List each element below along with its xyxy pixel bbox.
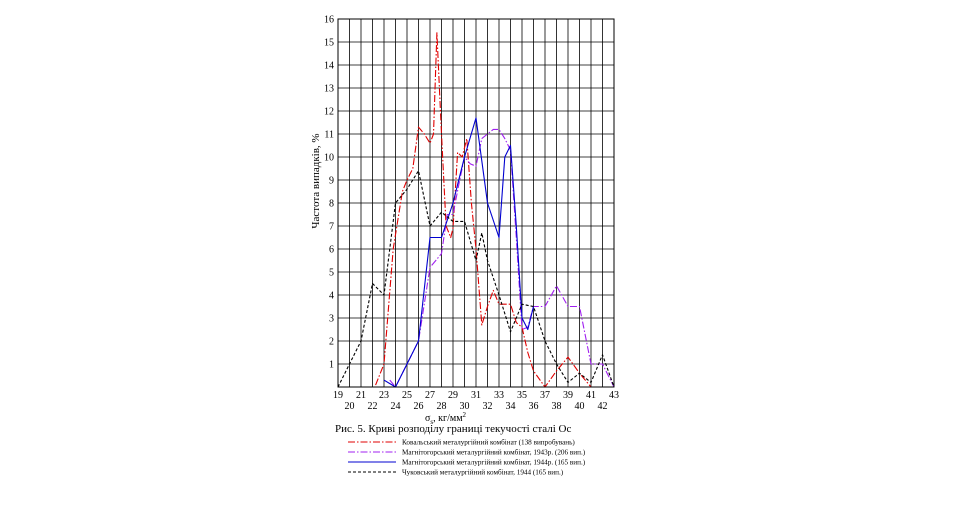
x-axis-superscript: 2 [463, 411, 467, 419]
x-tick-label: 37 [540, 390, 550, 401]
y-tick-label: 10 [324, 153, 334, 164]
x-tick-label: 30 [460, 401, 470, 412]
y-axis-label: Частота випадків, % [310, 133, 322, 228]
x-axis-label: σs, кг/мм2 [425, 411, 467, 426]
x-tick-label: 40 [575, 401, 585, 412]
y-tick-label: 6 [329, 245, 334, 256]
x-tick-label: 41 [586, 390, 596, 401]
x-tick-label: 35 [517, 390, 527, 401]
x-tick-label: 29 [448, 390, 458, 401]
y-tick-label: 15 [324, 38, 334, 49]
x-axis-symbol: σ [425, 413, 431, 424]
x-tick-labels: 19 21 23 25 27 29 31 33 35 37 39 41 43 20 22 24 26 28 30 32… [333, 390, 619, 412]
x-tick-label: 27 [425, 390, 435, 401]
legend-label-2: Магнітогорський металургійний комбінат, … [402, 449, 586, 457]
chart-series-layer [337, 32, 615, 388]
legend: Ковальський металургійний комбінат (138 … [348, 439, 586, 477]
series-line-4 [337, 170, 615, 388]
x-tick-label: 24 [391, 401, 401, 412]
y-tick-label: 1 [329, 360, 334, 371]
y-tick-label: 16 [324, 15, 334, 26]
legend-label-4: Чуковський металургійний комбінат, 1944 … [402, 469, 564, 477]
x-axis-subscript: s [430, 418, 433, 426]
x-tick-label: 25 [402, 390, 412, 401]
y-tick-label: 8 [329, 199, 334, 210]
y-tick-label: 9 [329, 176, 334, 187]
y-tick-label: 13 [324, 84, 334, 95]
x-tick-label: 26 [414, 401, 424, 412]
series-line-2 [389, 128, 615, 388]
y-tick-label: 14 [324, 61, 334, 72]
series-line-1 [364, 32, 603, 388]
x-tick-label: 36 [529, 401, 539, 412]
y-tick-label: 11 [324, 130, 334, 141]
x-tick-label: 33 [494, 390, 504, 401]
y-tick-label: 12 [324, 107, 334, 118]
y-tick-label: 3 [329, 314, 334, 325]
x-tick-label: 21 [356, 390, 366, 401]
legend-label-1: Ковальський металургійний комбінат (138 … [402, 439, 575, 447]
x-tick-label: 38 [552, 401, 562, 412]
x-tick-label: 39 [563, 390, 573, 401]
x-tick-label: 31 [471, 390, 481, 401]
x-tick-label: 32 [483, 401, 493, 412]
x-tick-label: 22 [368, 401, 378, 412]
y-tick-label: 4 [329, 291, 334, 302]
series-line-3 [383, 117, 535, 388]
x-tick-label: 23 [379, 390, 389, 401]
x-tick-label: 42 [598, 401, 608, 412]
chart-grid [337, 18, 615, 388]
x-tick-label: 20 [345, 401, 355, 412]
x-tick-label: 19 [333, 390, 343, 401]
x-tick-label: 28 [437, 401, 447, 412]
x-tick-label: 43 [609, 390, 619, 401]
x-axis-units: , кг/мм [433, 413, 463, 424]
y-tick-label: 5 [329, 268, 334, 279]
y-tick-label: 7 [329, 222, 334, 233]
x-tick-label: 34 [506, 401, 516, 412]
y-tick-label: 2 [329, 337, 334, 348]
legend-label-3: Магнітогорський металургійний комбінат, … [402, 459, 586, 467]
figure-caption: Рис. 5. Криві розподілу границі текучост… [335, 423, 571, 435]
plot-frame [337, 18, 615, 388]
